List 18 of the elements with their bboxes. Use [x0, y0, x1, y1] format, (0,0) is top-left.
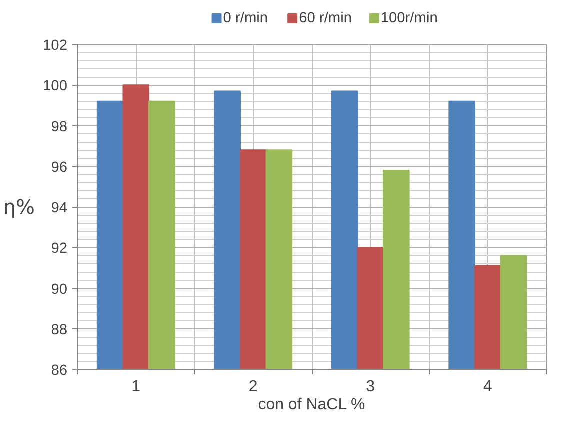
y-tick-label: 94 — [51, 200, 68, 216]
y-tick-label: 98 — [51, 119, 68, 136]
y-tick-label: 88 — [51, 322, 68, 338]
y-tick-label: 92 — [51, 241, 68, 258]
y-tick-label: 102 — [43, 38, 68, 54]
y-tick-label: 86 — [51, 363, 68, 379]
x-tick-label: 3 — [366, 378, 376, 396]
y-axis-title: η% — [3, 195, 36, 219]
legend-label: 60 r/min — [299, 10, 352, 26]
legend-label: 100r/min — [380, 10, 438, 26]
y-tick-label: 90 — [51, 282, 68, 298]
x-tick-label: 2 — [248, 378, 258, 396]
legend-label: 0 r/min — [223, 10, 268, 26]
y-tick-label: 96 — [51, 160, 68, 176]
y-tick-label: 100 — [43, 78, 68, 95]
x-axis-title: con of NaCL % — [258, 396, 366, 414]
x-tick-label: 1 — [132, 378, 141, 396]
x-tick-label: 4 — [483, 378, 492, 396]
